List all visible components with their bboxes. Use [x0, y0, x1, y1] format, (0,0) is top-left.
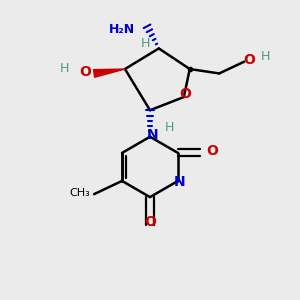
Polygon shape	[94, 69, 125, 77]
Text: O: O	[144, 215, 156, 229]
Text: O: O	[179, 87, 191, 101]
Text: O: O	[79, 65, 91, 79]
Text: CH₃: CH₃	[69, 188, 90, 198]
Text: H₂N: H₂N	[109, 23, 135, 36]
Text: N: N	[146, 128, 158, 142]
Text: N: N	[174, 176, 185, 189]
Text: H: H	[141, 38, 150, 50]
Text: O: O	[206, 145, 218, 158]
Text: H: H	[164, 122, 174, 134]
Text: O: O	[244, 53, 256, 67]
Text: H: H	[261, 50, 270, 63]
Text: H: H	[60, 61, 69, 75]
